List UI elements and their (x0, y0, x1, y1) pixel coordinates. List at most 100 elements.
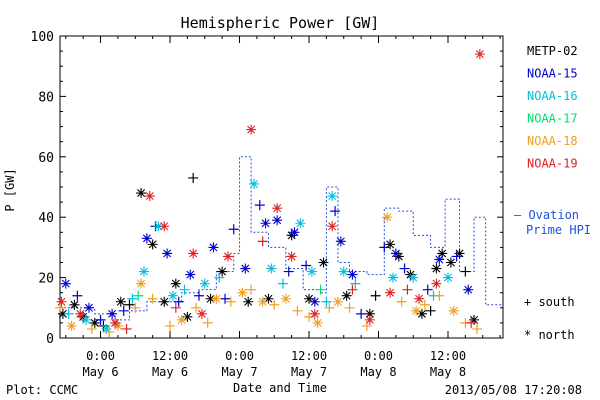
data-point-north (280, 293, 291, 304)
data-point-north (176, 314, 187, 325)
data-point-south (127, 293, 138, 304)
data-point-north (57, 308, 68, 319)
data-point-north (136, 188, 147, 199)
data-point-north (185, 269, 196, 280)
series-noaa-19 (56, 49, 485, 334)
x-tick-label-time: 0:00 (86, 349, 115, 363)
data-point-south (170, 302, 181, 313)
data-point-north (159, 221, 170, 232)
data-point-north (312, 317, 323, 328)
data-point-north (153, 221, 164, 232)
data-point-south (301, 260, 312, 271)
data-point-north (454, 248, 465, 259)
series-noaa-17 (133, 284, 326, 301)
data-point-north (411, 305, 422, 316)
data-point-north (431, 263, 442, 274)
data-point-south (193, 290, 204, 301)
x-tick-label-date: May 6 (152, 365, 188, 379)
data-point-south (55, 302, 65, 313)
ovation-legend: — Ovation Prime HPI (514, 208, 591, 237)
chart-title: Hemispheric Power [GW] (181, 14, 380, 32)
data-point-south (451, 251, 462, 262)
data-point-north (217, 266, 228, 277)
data-point-north (286, 251, 297, 262)
data-point-south (379, 242, 390, 253)
data-points (55, 49, 485, 337)
data-point-north (408, 272, 419, 283)
x-tick-label-time: 12:00 (430, 349, 466, 363)
data-point-north (66, 320, 77, 331)
y-tick-label: 20 (38, 272, 54, 287)
y-tick-label: 80 (38, 90, 54, 105)
ovation-legend-line2: Prime HPI (526, 223, 591, 237)
data-point-north (246, 124, 257, 135)
data-point-north (60, 278, 71, 289)
legend-entry-noaa-18: NOAA-18 (527, 134, 578, 148)
data-point-north (147, 239, 158, 250)
data-point-north (469, 314, 480, 325)
data-point-south (228, 224, 239, 235)
data-point-north (309, 308, 320, 319)
data-point-north (211, 293, 222, 304)
legend: METP-02 NOAA-15 NOAA-16 NOAA-17 NOAA-18 NOAA-… (527, 44, 578, 171)
ovation-legend-line1: — Ovation (514, 208, 579, 222)
data-point-north (309, 296, 320, 307)
data-point-north (260, 218, 271, 229)
data-point-south (202, 317, 213, 328)
data-point-north (144, 191, 155, 202)
data-point-south (324, 302, 335, 313)
data-point-south (356, 308, 367, 319)
data-point-south (133, 290, 144, 301)
plot-timestamp: 2013/05/08 17:20:08 (445, 383, 582, 397)
marker-legend: + south * north (524, 295, 575, 342)
data-point-south (350, 278, 361, 289)
data-point-south (347, 284, 358, 295)
x-tick-label-date: May 8 (360, 365, 396, 379)
data-point-south (460, 266, 471, 277)
data-point-north (170, 278, 181, 289)
data-point-south (396, 296, 407, 307)
ovation-hpi-path (60, 156, 503, 321)
ovation-hpi-line (60, 156, 503, 321)
data-point-north (327, 191, 338, 202)
data-point-north (237, 287, 248, 298)
data-point-south (344, 302, 355, 313)
x-tick-label-time: 0:00 (225, 349, 254, 363)
data-point-north (115, 296, 126, 307)
data-point-north (138, 266, 149, 277)
data-point-south (321, 296, 332, 307)
x-tick-label-time: 12:00 (291, 349, 327, 363)
data-point-north (188, 248, 199, 259)
data-point-north (75, 308, 86, 319)
data-point-north (463, 284, 474, 295)
data-point-north (272, 215, 283, 226)
data-point-south (434, 290, 445, 301)
data-point-south (257, 236, 268, 247)
data-point-south (225, 296, 236, 307)
data-point-south (104, 326, 115, 337)
data-point-north (199, 278, 210, 289)
data-point-north (263, 293, 274, 304)
data-point-north (101, 323, 112, 334)
data-point-north (341, 290, 352, 301)
data-point-north (295, 218, 306, 229)
data-point-north (431, 278, 442, 289)
data-point-north (208, 242, 219, 253)
data-point-north (159, 296, 170, 307)
x-axis-label: Date and Time (233, 381, 327, 395)
data-point-north (289, 227, 300, 238)
data-point-north (56, 296, 67, 307)
series-noaa-15 (60, 200, 474, 325)
data-point-north (364, 314, 375, 325)
y-tick-label: 0 (46, 332, 54, 347)
data-point-south (269, 299, 280, 310)
data-point-south (292, 305, 303, 316)
data-point-south (130, 302, 141, 313)
data-point-north (390, 248, 401, 259)
data-point-south (277, 278, 288, 289)
data-point-north (81, 314, 92, 325)
x-tick-label-time: 0:00 (364, 349, 393, 363)
data-point-south (147, 293, 158, 304)
data-point-south (86, 323, 97, 334)
marker-legend-south: + south (524, 295, 575, 309)
